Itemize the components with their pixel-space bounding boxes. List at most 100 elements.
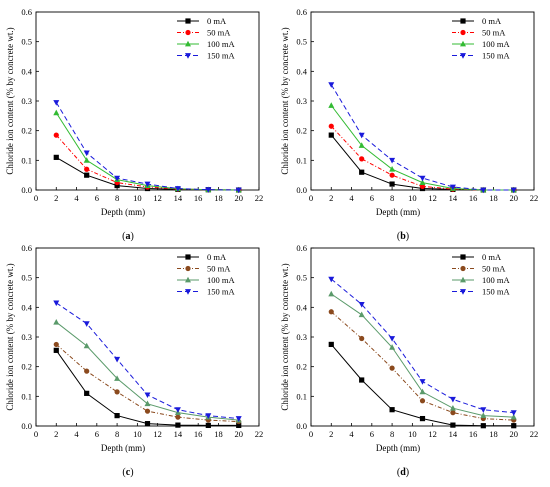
y-tick-label: 0.6: [21, 243, 32, 253]
data-point: [419, 179, 426, 185]
data-point: [53, 100, 60, 106]
data-point: [449, 405, 456, 411]
panel-label-open: (: [122, 467, 126, 478]
data-point: [83, 342, 90, 349]
y-tick-label: 0.2: [21, 362, 32, 372]
data-point: [84, 166, 90, 172]
chart-panel-a: 0 2 4 6 8 10 12 14 16 18 20 22 0.0 0.1 0.2 0.3 0.4 0.5 0.6…: [5, 7, 263, 242]
x-tick-label: 18: [489, 429, 498, 439]
y-tick-label: 0.3: [296, 96, 307, 106]
data-point: [175, 422, 181, 428]
data-point: [328, 290, 335, 297]
data-point: [389, 181, 395, 187]
data-point: [359, 156, 365, 162]
y-tick-label: 0.0: [21, 185, 32, 195]
legend-label: 50 mA: [207, 28, 231, 38]
y-axis-label: Chloride ion content (% by concrete wt.): [280, 263, 290, 410]
y-tick-label: 0.4: [21, 302, 32, 312]
data-point: [389, 407, 395, 413]
data-point: [449, 184, 456, 191]
x-tick-label: 14: [174, 429, 183, 439]
legend-marker: [185, 289, 191, 295]
panel-label: (b): [397, 231, 409, 242]
x-tick-label: 4: [74, 429, 79, 439]
series-line: [55, 102, 239, 191]
x-tick-label: 22: [255, 193, 264, 203]
y-tick-label: 0.4: [21, 66, 32, 76]
x-tick-label: 0: [309, 429, 313, 439]
data-point: [235, 416, 242, 422]
legend-label: 150 mA: [482, 51, 510, 61]
series-4: [328, 82, 517, 194]
panel-label-letter: c: [126, 467, 131, 478]
y-tick-label: 0.6: [21, 7, 32, 17]
legend-label: 150 mA: [482, 287, 510, 297]
data-point: [389, 157, 396, 164]
x-tick-label: 4: [349, 193, 354, 203]
data-point: [480, 412, 487, 419]
y-tick-label: 0.3: [296, 332, 307, 342]
data-point: [389, 336, 396, 342]
panel-label: (c): [122, 467, 133, 478]
legend-marker: [460, 29, 466, 36]
y-tick-label: 0.5: [296, 37, 307, 47]
data-point: [144, 408, 151, 414]
legend-marker: [460, 18, 466, 24]
x-tick-label: 6: [95, 193, 99, 203]
x-tick-label: 18: [214, 429, 223, 439]
series-line: [55, 112, 239, 191]
data-point: [53, 300, 60, 307]
legend-label: 150 mA: [207, 287, 235, 297]
panel-label-letter: d: [400, 467, 406, 478]
data-point: [419, 379, 426, 385]
data-point: [328, 123, 334, 129]
y-tick-label: 0.1: [296, 155, 307, 165]
data-point: [449, 396, 456, 403]
legend-label: 100 mA: [482, 275, 510, 285]
data-point: [83, 157, 90, 163]
data-point: [114, 413, 120, 419]
y-tick-label: 0.5: [21, 273, 32, 283]
data-point: [358, 301, 365, 308]
x-tick-label: 12: [428, 429, 437, 439]
series-4: [53, 300, 242, 422]
legend-marker: [460, 53, 466, 59]
x-tick-label: 20: [509, 429, 518, 439]
x-tick-label: 2: [54, 429, 58, 439]
x-tick-label: 20: [234, 429, 243, 439]
x-axis-label: Depth (mm): [101, 207, 145, 217]
data-point: [328, 132, 334, 138]
data-point: [419, 388, 426, 395]
legend-marker: [460, 289, 466, 295]
data-point: [480, 407, 487, 413]
legend-marker: [185, 254, 191, 260]
data-point: [419, 398, 426, 404]
x-tick-label: 8: [390, 429, 394, 439]
x-tick-label: 10: [133, 193, 142, 203]
legend-label: 100 mA: [482, 39, 510, 49]
data-point: [419, 175, 426, 182]
data-point: [510, 410, 517, 416]
data-point: [53, 132, 59, 138]
panel-label: (d): [397, 467, 409, 478]
data-point: [84, 390, 90, 396]
y-axis-label: Chloride ion content (% by concrete wt.): [5, 263, 15, 410]
x-tick-label: 4: [74, 193, 79, 203]
legend-label: 100 mA: [207, 39, 235, 49]
y-tick-label: 0.3: [21, 96, 32, 106]
series-line: [55, 350, 239, 426]
y-tick-label: 0.5: [296, 273, 307, 283]
chart-panel-c: 0 2 4 6 8 10 12 14 16 18 20 22 0.0 0.1 0.2 0.3 0.4 0.5 0.6…: [5, 243, 263, 478]
y-axis-label: Chloride ion content (% by concrete wt.): [280, 27, 290, 174]
data-point: [358, 142, 365, 148]
legend-label: 50 mA: [207, 264, 231, 274]
panel-label-open: (: [397, 231, 401, 242]
data-point: [389, 166, 396, 172]
panel-label-close: ): [406, 231, 409, 242]
x-tick-label: 4: [349, 429, 354, 439]
x-tick-label: 18: [489, 193, 498, 203]
x-tick-label: 0: [34, 429, 38, 439]
